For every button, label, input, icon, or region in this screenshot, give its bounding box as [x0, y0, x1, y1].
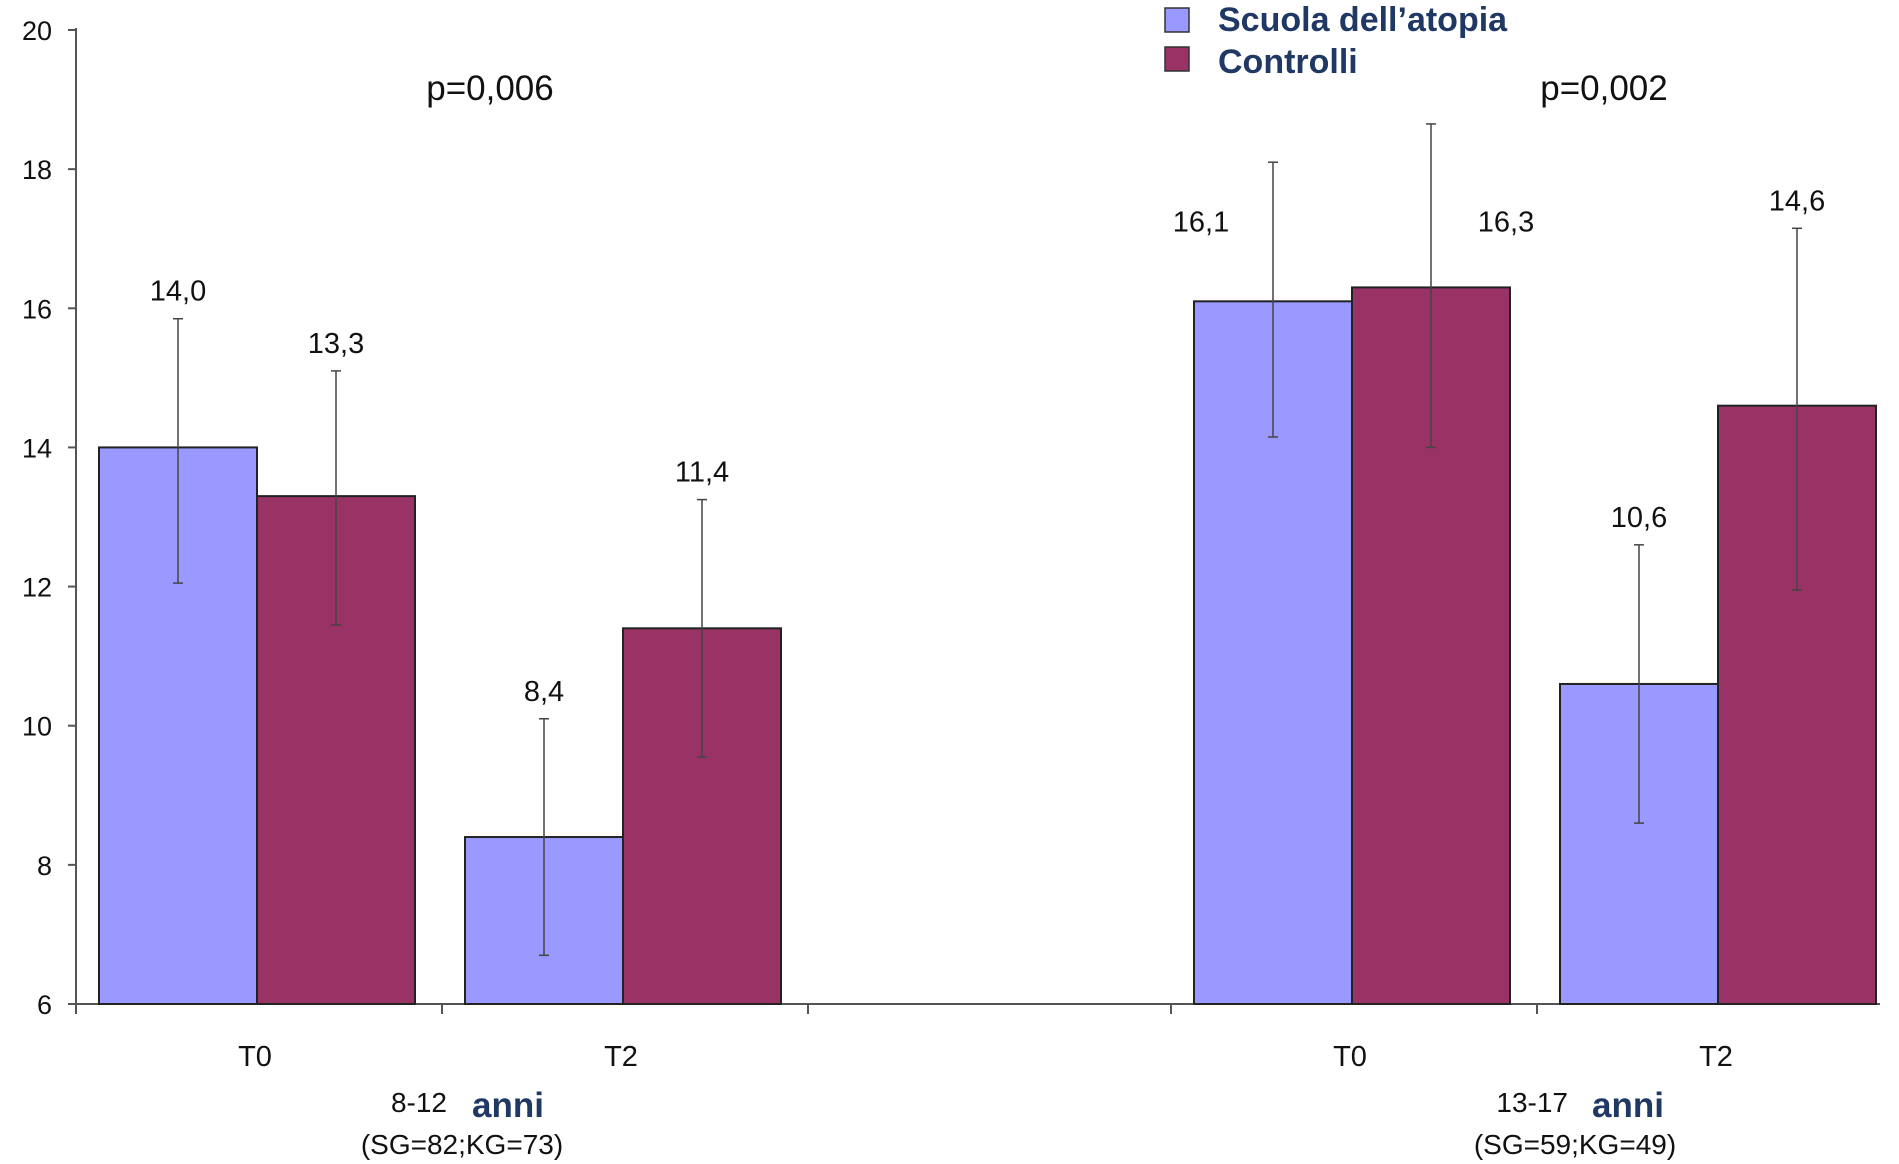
- p-value-group-1: p=0,006: [426, 69, 554, 108]
- legend-label-controlli: Controlli: [1218, 43, 1358, 81]
- group-2-sample-size: (SG=59;KG=49): [1474, 1129, 1676, 1160]
- group-1-sample-size: (SG=82;KG=73): [361, 1129, 563, 1160]
- bars: [98, 286, 1877, 1006]
- group-1-unit: anni: [472, 1086, 544, 1125]
- data-labels: 14,0 8,4 16,1 10,6 13,3 11,4 16,3 14,6: [150, 185, 1825, 707]
- group-1-age-range: 8-12: [391, 1087, 447, 1118]
- group-label-1: 8-12 anni (SG=82;KG=73): [361, 1086, 563, 1160]
- group-2-unit: anni: [1592, 1086, 1664, 1125]
- data-label: 10,6: [1611, 502, 1667, 534]
- group-2-age-range: 13-17: [1496, 1087, 1568, 1118]
- y-tick-label: 8: [37, 851, 52, 881]
- data-label: 16,1: [1173, 206, 1229, 238]
- y-tick-label: 16: [22, 294, 52, 324]
- group-label-2: 13-17 anni (SG=59;KG=49): [1474, 1086, 1676, 1160]
- data-label: 8,4: [524, 676, 564, 708]
- data-label: 14,0: [150, 276, 206, 308]
- legend-swatch-scuola: [1164, 7, 1190, 33]
- data-label: 11,4: [675, 457, 729, 489]
- x-category-label: T2: [1699, 1041, 1733, 1073]
- y-tick-label: 18: [22, 155, 52, 185]
- legend-swatch-controlli: [1164, 46, 1190, 72]
- legend: Scuola dell’atopia Controlli: [1164, 1, 1508, 81]
- x-category-label: T0: [1333, 1041, 1367, 1073]
- x-category-label: T0: [238, 1041, 272, 1073]
- y-tick-label: 14: [22, 433, 52, 463]
- error-bars: [173, 123, 1802, 957]
- x-category-label: T2: [604, 1041, 638, 1073]
- y-tick-label: 12: [22, 573, 52, 603]
- legend-label-scuola: Scuola dell’atopia: [1218, 1, 1508, 39]
- y-tick-label: 20: [22, 16, 52, 46]
- y-tick-label: 10: [22, 712, 52, 742]
- y-tick-label: 6: [37, 990, 52, 1020]
- data-label: 16,3: [1478, 206, 1534, 238]
- p-value-group-2: p=0,002: [1540, 69, 1668, 108]
- data-label: 14,6: [1769, 185, 1825, 217]
- data-label: 13,3: [308, 328, 364, 360]
